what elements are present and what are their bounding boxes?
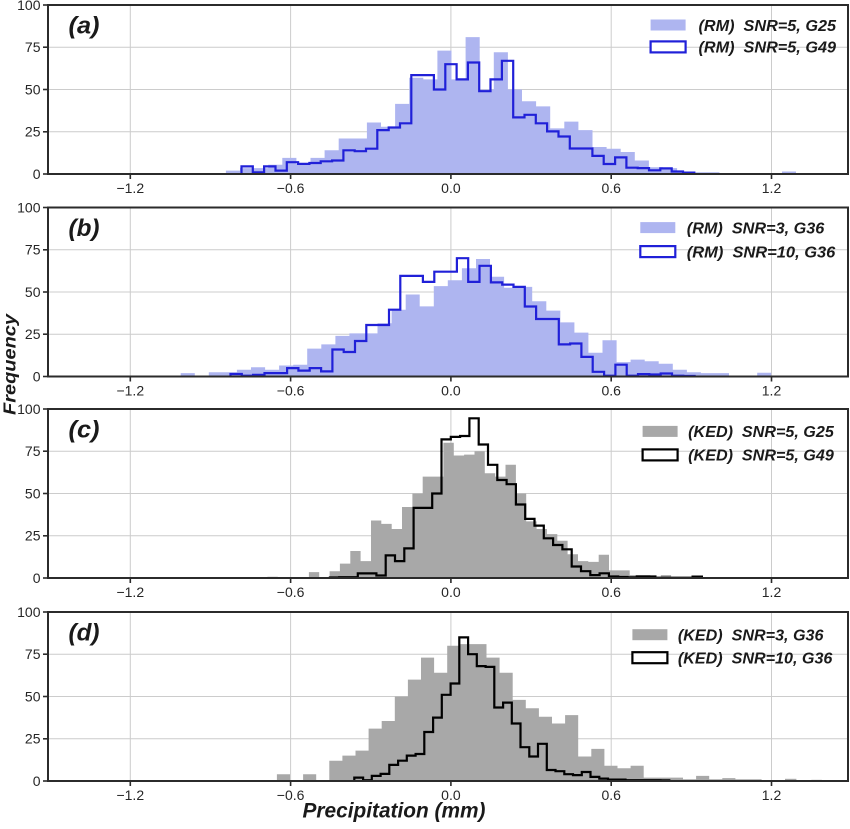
svg-text:(c): (c): [69, 417, 100, 444]
svg-text:0.0: 0.0: [441, 584, 461, 600]
svg-text:(d): (d): [69, 620, 100, 647]
svg-text:(RM) SNR=5, G49: (RM) SNR=5, G49: [699, 40, 837, 57]
svg-text:Frequency: Frequency: [0, 313, 20, 415]
svg-text:(KED) SNR=10, G36: (KED) SNR=10, G36: [678, 651, 833, 668]
svg-text:−1.2: −1.2: [116, 180, 144, 196]
svg-text:25: 25: [25, 731, 41, 747]
svg-text:75: 75: [25, 39, 41, 55]
svg-text:−1.2: −1.2: [116, 584, 144, 600]
svg-text:0: 0: [33, 368, 41, 384]
svg-text:Precipitation (mm): Precipitation (mm): [303, 800, 486, 823]
svg-text:(RM) SNR=5, G25: (RM) SNR=5, G25: [699, 18, 838, 35]
svg-text:−0.6: −0.6: [277, 584, 305, 600]
svg-text:75: 75: [25, 443, 41, 459]
svg-text:(RM) SNR=3, G36: (RM) SNR=3, G36: [687, 220, 825, 237]
svg-text:(KED) SNR=5, G49: (KED) SNR=5, G49: [688, 448, 834, 465]
svg-text:−0.6: −0.6: [277, 787, 305, 803]
svg-text:100: 100: [17, 199, 41, 215]
svg-text:0.6: 0.6: [601, 584, 621, 600]
svg-text:0: 0: [33, 773, 41, 789]
svg-text:25: 25: [25, 528, 41, 544]
svg-text:−1.2: −1.2: [116, 787, 144, 803]
svg-text:0: 0: [33, 570, 41, 586]
svg-text:(a): (a): [69, 13, 100, 40]
svg-text:0.6: 0.6: [601, 787, 621, 803]
svg-text:(KED) SNR=3, G36: (KED) SNR=3, G36: [678, 628, 824, 645]
svg-text:25: 25: [25, 326, 41, 342]
svg-text:0.6: 0.6: [601, 383, 621, 399]
svg-text:100: 100: [17, 0, 41, 13]
svg-text:(b): (b): [69, 215, 100, 242]
svg-text:0.0: 0.0: [441, 787, 461, 803]
svg-text:(RM) SNR=10, G36: (RM) SNR=10, G36: [687, 244, 836, 261]
svg-text:0: 0: [33, 166, 41, 182]
svg-text:75: 75: [25, 242, 41, 258]
svg-text:75: 75: [25, 646, 41, 662]
svg-text:100: 100: [17, 401, 41, 417]
svg-text:1.2: 1.2: [762, 584, 782, 600]
svg-text:0.0: 0.0: [441, 180, 461, 196]
svg-text:1.2: 1.2: [762, 383, 782, 399]
svg-text:1.2: 1.2: [762, 787, 782, 803]
svg-text:−0.6: −0.6: [277, 383, 305, 399]
svg-text:100: 100: [17, 604, 41, 620]
svg-text:50: 50: [25, 688, 41, 704]
svg-text:−1.2: −1.2: [116, 383, 144, 399]
svg-text:(KED) SNR=5, G25: (KED) SNR=5, G25: [688, 424, 835, 441]
svg-text:0.0: 0.0: [441, 383, 461, 399]
svg-text:0.6: 0.6: [601, 180, 621, 196]
svg-text:25: 25: [25, 124, 41, 140]
svg-text:−0.6: −0.6: [277, 180, 305, 196]
svg-text:50: 50: [25, 81, 41, 97]
svg-text:50: 50: [25, 485, 41, 501]
svg-text:1.2: 1.2: [762, 180, 782, 196]
svg-text:50: 50: [25, 284, 41, 300]
